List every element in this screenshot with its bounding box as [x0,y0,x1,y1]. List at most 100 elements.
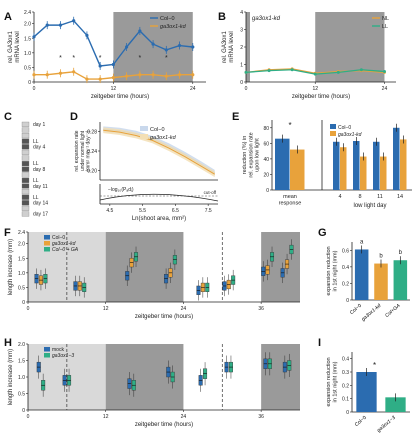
panel-a-xtick-label: 12 [111,86,117,92]
category-label: mean response [279,194,302,206]
data-point [244,70,248,74]
data-point [45,23,49,27]
light-regime-cell [21,172,30,178]
panel-a-ytick-label: 2.0 [24,22,31,28]
light-regime-cell [21,177,30,183]
gG-ylabel: expansion reductionin 1st night (mm) [326,246,338,295]
gF-ytick-label: 1.5 [18,256,25,262]
bar-1 [380,156,387,190]
legend-label-1: ga3ox1-kd [52,241,76,247]
legend-label-0: Col−0 [52,235,65,241]
bar-1 [385,397,406,412]
light-regime-cell [21,127,30,133]
data-point [151,73,155,77]
significance-letter: b [379,254,383,260]
data-point [138,73,142,77]
day-label: LL day 14 [33,195,48,207]
bar-0 [354,249,369,300]
gH-ylabel: length increase (mm) [8,349,14,405]
panel-a-xtick-label: 24 [190,86,196,92]
panel-b-ytick-label: 3 [240,28,243,34]
legend-swatch-1 [44,353,50,358]
category-label: 11 [377,194,383,200]
data-point [32,73,36,77]
category-label: ga3ox1-kd [361,303,383,323]
light-regime-cell [21,211,30,217]
data-point [313,72,317,76]
day-label: LL day 8 [33,161,45,173]
light-regime-cell [21,133,30,139]
gF-xtick-label: 0 [27,306,30,312]
panel-a-ytick-label: 0.5 [24,65,31,71]
panel-e-ytick-label: 40 [263,157,269,163]
panel-b-xtick-label: 24 [382,86,388,92]
panel-letter-b: B [218,11,226,23]
gI-ytick-label: 0 [346,410,349,416]
gI-ytick-label: 0.4 [342,357,349,363]
bar-0 [356,372,377,412]
day-label: LL day 11 [33,178,48,190]
light-regime-cell [21,183,30,189]
gH-xlabel: zeitgeber time (hours) [135,422,193,428]
bar-0 [353,141,360,190]
significance-star: * [59,55,62,62]
category-label: Col−0 [354,415,368,428]
panel-c: day 1 LL day 4 LL day 8 LL day 11 LL day 14 day 1… [21,121,48,218]
gH-xtick-label: 12 [103,414,109,420]
significance-letter: b [399,250,403,256]
panel-e-ytick-label: 0 [266,188,269,194]
legend-label-2: Col−0 + GA [52,247,79,253]
cutoff-label: cut-off [204,190,217,195]
gG-ytick-label: 0.2 [342,281,349,287]
significance-star: * [288,121,291,130]
data-point [85,33,89,37]
gH-ytick-label: 1.0 [18,375,25,381]
panel-a-ytick-label: 0 [28,80,31,86]
gF-xtick-label: 12 [103,306,109,312]
significance-star: * [165,55,168,62]
legend-swatch-0 [44,347,50,352]
gF-ylabel: length increase (mm) [8,239,14,295]
category-label: 14 [397,194,403,200]
gF-xlabel: zeitgeber time (hours) [135,314,193,320]
legend-label-nl: NL [382,16,389,22]
light-regime-cell [21,144,30,150]
legend-swatch-kd [140,134,148,139]
gG-ytick-label: 0.6 [342,248,349,254]
panel-letter-h: H [4,337,12,349]
gF-ytick-label: 2.0 [18,242,25,248]
bar-1 [374,263,388,300]
night-shading-3 [261,344,300,410]
data-point [58,23,63,27]
panel-i: 0 0.1 0.2 0.3 0.4 expansion reductionin 1st n… [326,352,410,434]
significance-star: * [72,55,75,62]
panel-d-ytick-label: 0.24 [87,149,97,155]
category-label: ga3ox1−3 [376,415,397,434]
category-label: Col−0 [349,303,363,316]
gF-ytick-label: 2.4 [18,230,25,236]
legend-label-1: ga3ox1−3 [52,353,74,359]
data-point [290,68,294,72]
panel-letter-f: F [4,227,11,239]
gH-xtick-label: 24 [181,414,187,420]
bar-2 [393,260,408,300]
panel-letter-e: E [232,111,239,123]
category-label: 4 [338,194,341,200]
panel-a-ytick-label: 1.5 [24,36,31,42]
data-point [111,76,115,80]
panel-a-ytick-label: 1.0 [24,51,31,57]
panel-d-xtick-label: 5.5 [139,208,146,214]
day-label: day 17 [33,212,48,218]
legend-label-kd: ga3ox1-kd [160,24,187,30]
panel-letter-d: D [70,111,78,123]
gG-ytick-label: 0 [346,298,349,304]
bar-0 [393,127,400,190]
gH-ytick-label: 2.0 [18,342,25,348]
data-point [111,62,115,67]
panel-g: 0 0.2 0.4 0.6 expansion reductionin 1st nigh… [326,239,410,323]
data-point [125,45,129,49]
panel-d-xtick-label: 6.5 [172,208,179,214]
data-point [191,45,195,49]
